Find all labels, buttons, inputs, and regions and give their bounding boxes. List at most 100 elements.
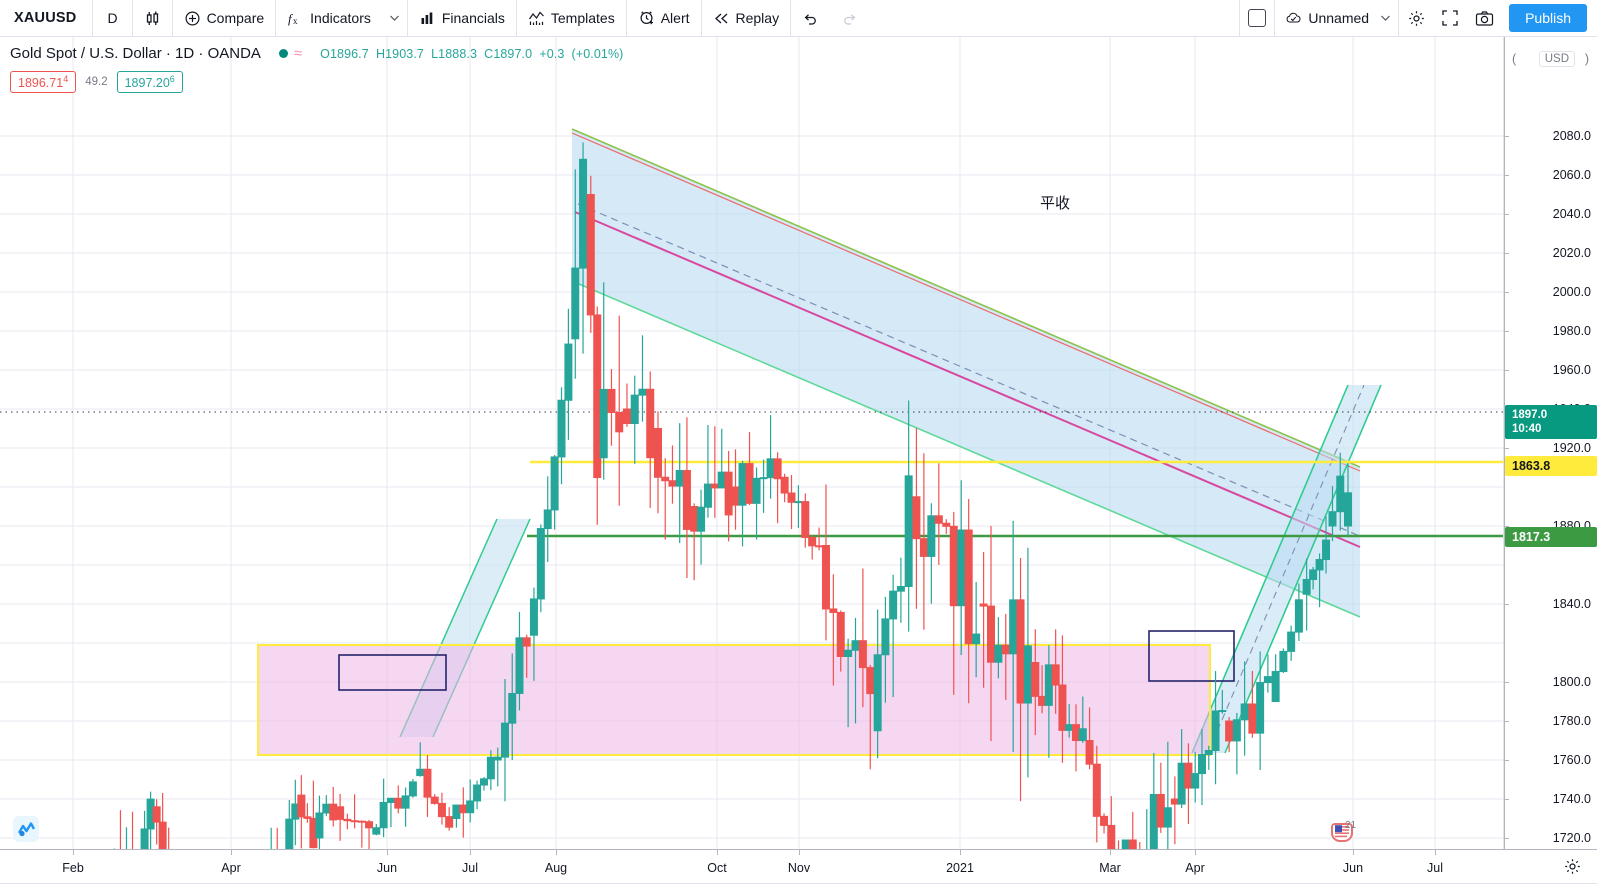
alert-button[interactable]: Alert (627, 0, 701, 37)
candle-body (646, 388, 655, 459)
candle-body (315, 812, 324, 839)
price-tick-label: 2000.0 (1552, 285, 1591, 299)
templates-label: Templates (550, 10, 615, 26)
candle-body (140, 828, 149, 849)
single-layout-icon (1248, 9, 1267, 27)
candle-body (866, 667, 875, 695)
candle-body (336, 806, 345, 820)
undo-arrow-icon (802, 10, 819, 27)
interval-button[interactable]: D (107, 10, 118, 26)
candle-body (1121, 839, 1130, 849)
redo-button[interactable] (830, 0, 869, 37)
candle-body (1163, 807, 1172, 828)
indicators-dropdown-caret[interactable] (382, 0, 407, 37)
candle-body (912, 496, 921, 540)
currency-chip: USD (1538, 51, 1575, 67)
candle-body (873, 654, 882, 732)
candle-body (372, 827, 381, 835)
time-tick-mark (231, 850, 232, 855)
last-price-badge[interactable]: 1897.0 10:40 (1505, 405, 1597, 439)
chart-pane[interactable]: 平收 21 Gold Spot / U.S. Dollar · 1D · OAN… (0, 37, 1503, 849)
time-tick-label: Apr (1185, 861, 1205, 875)
candle-body (1294, 599, 1303, 633)
undo-button[interactable] (791, 0, 830, 37)
candle-body (972, 633, 981, 645)
candle-body (1248, 703, 1257, 734)
price-axis[interactable]: ( USD ) 2080.0 2060.0 2040.0 2020.0 2000.0 19… (1503, 37, 1597, 849)
replay-button[interactable]: Replay (702, 0, 791, 37)
candle-body (1072, 724, 1081, 742)
rectangle-range-main[interactable] (257, 644, 1211, 756)
candle-body (1256, 682, 1265, 734)
compare-button[interactable]: Compare (173, 0, 276, 37)
candle-body (394, 797, 403, 809)
candle-body (615, 411, 624, 433)
price-tick-mark (1504, 253, 1509, 254)
alert-label: Alert (660, 10, 690, 26)
price-tick-mark (1504, 526, 1509, 527)
candle-body (1038, 695, 1047, 706)
templates-button[interactable]: Templates (517, 0, 626, 37)
divider (625, 0, 627, 37)
financials-button[interactable]: Financials (408, 0, 516, 37)
candle-body (1197, 754, 1206, 775)
rectangle-box-left[interactable] (338, 654, 447, 691)
chart-text-annotation[interactable]: 平收 (1040, 194, 1071, 212)
time-tick-label: Jun (1342, 861, 1364, 875)
candle-body (357, 820, 366, 823)
axis-spine (1504, 37, 1505, 849)
time-tick-mark (1195, 850, 1196, 855)
candle-body (285, 818, 294, 849)
candle-body (1031, 662, 1040, 697)
candle-body (1225, 720, 1234, 742)
candle-body (593, 314, 602, 479)
candle-body (994, 644, 1003, 663)
settings-button[interactable] (1399, 0, 1433, 37)
save-layout-button[interactable]: Unnamed (1275, 0, 1398, 37)
us-flag-icon[interactable] (1328, 821, 1356, 843)
flag-event-number: 21 (1345, 820, 1357, 831)
chart-settings-gear-button[interactable] (1563, 857, 1583, 877)
candle-body (1302, 578, 1311, 595)
time-tick-label: 2021 (946, 861, 974, 875)
fullscreen-button[interactable] (1433, 0, 1467, 37)
candle-body (1058, 684, 1067, 731)
chart-style-button[interactable] (133, 0, 172, 37)
candle-body (1191, 773, 1200, 789)
candle-body (445, 816, 454, 828)
candle-body (536, 528, 545, 600)
time-tick-mark (387, 850, 388, 855)
level-badge-green[interactable]: 1817.3 (1505, 527, 1597, 547)
candle-body (571, 267, 580, 340)
candle-body (493, 756, 502, 761)
time-tick-label: Oct (707, 861, 727, 875)
level-badge-yellow[interactable]: 1863.8 (1505, 456, 1597, 476)
candle-body (1240, 703, 1249, 721)
snapshot-button[interactable] (1467, 0, 1501, 37)
rectangle-box-right[interactable] (1148, 630, 1235, 682)
time-axis[interactable]: Feb Apr Jun Jul Aug Oct Nov 2021 Mar Apr Jun Jul (0, 849, 1597, 883)
price-tick-label: 2040.0 (1552, 207, 1591, 221)
price-tick-mark (1504, 799, 1509, 800)
candle-body (1009, 599, 1018, 655)
ascending-parallel-channel[interactable] (1191, 384, 1382, 754)
time-tick-mark (1353, 850, 1354, 855)
candle-body (579, 158, 588, 269)
candle-body (1149, 793, 1158, 849)
rewind-icon (713, 10, 730, 27)
candle-body (759, 477, 768, 480)
time-tick-label: Mar (1099, 861, 1121, 875)
candle-body (697, 506, 706, 532)
publish-button[interactable]: Publish (1509, 4, 1587, 32)
candle-body (158, 821, 167, 849)
candle-body (773, 458, 782, 480)
descending-parallel-channel[interactable] (571, 128, 1363, 618)
candle-body (607, 388, 616, 413)
candle-body (1322, 539, 1331, 561)
candle-body (459, 804, 468, 814)
layout-button[interactable] (1240, 0, 1274, 37)
candle-body (430, 796, 439, 804)
candle-body (919, 538, 928, 557)
symbol-button[interactable]: XAUUSD (14, 10, 77, 26)
